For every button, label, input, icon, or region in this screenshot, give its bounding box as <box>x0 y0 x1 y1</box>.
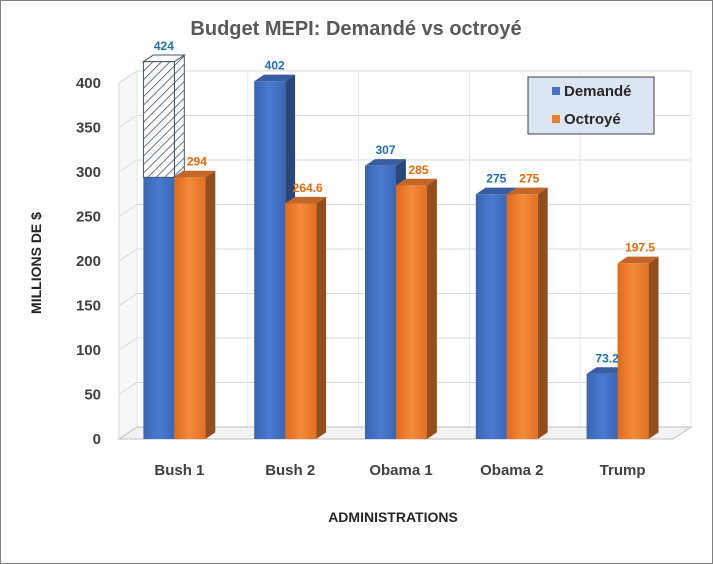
bar-demande-1-front <box>254 81 286 439</box>
bar-octroye-0-side <box>205 170 216 440</box>
bar-demande-2-top <box>365 159 406 166</box>
bar-octroye-4-side <box>648 256 659 439</box>
bar-octroye-1-front <box>285 203 317 439</box>
bar-demande-3-front <box>475 194 507 439</box>
legend-swatch-demande <box>552 87 560 95</box>
x-tick-label: Trump <box>600 462 646 479</box>
data-label-demande-2: 307 <box>375 143 395 157</box>
x-tick-label: Bush 1 <box>154 462 204 479</box>
legend-box <box>527 76 655 135</box>
bar-octroye-0-front <box>174 177 206 439</box>
bar-octroye-1-top <box>285 196 327 204</box>
data-label-demande-3: 275 <box>486 172 506 186</box>
bar-demande-1-top <box>254 74 296 82</box>
bar-octroye-3-top <box>506 187 548 195</box>
bar-octroye-3-front <box>506 194 538 439</box>
legend-swatch-octroye <box>552 115 560 123</box>
y-tick-label: 250 <box>76 209 101 226</box>
bar-demande-2-front <box>365 165 396 439</box>
bars <box>141 54 659 440</box>
data-label-demande-4: 73.2 <box>595 351 619 365</box>
legend-label-octroye: Octroyé <box>564 111 621 128</box>
y-tick-label: 400 <box>76 75 101 92</box>
bar-demande-overflow-0 <box>141 54 186 179</box>
x-axis-label: ADMINISTRATIONS <box>328 509 458 525</box>
bar-octroye-0 <box>174 170 216 440</box>
x-axis-ticks: Bush 1 Bush 2 Obama 1 Obama 2 Trump <box>154 462 645 479</box>
x-tick-label: Obama 2 <box>480 462 543 479</box>
legend: Demandé Octroyé <box>527 76 655 135</box>
bar-demande-4-top <box>586 367 628 374</box>
bar-octroye-2-top <box>396 178 437 186</box>
y-tick-label: 200 <box>76 253 101 270</box>
bar-octroye-1 <box>285 196 327 439</box>
bar-octroye-4-front <box>617 263 649 439</box>
y-tick-label: 300 <box>76 164 101 181</box>
bar-octroye-4 <box>617 256 659 439</box>
data-label-octroye-4: 197.5 <box>625 241 655 255</box>
bar-octroye-4-top <box>617 256 659 264</box>
bar-demande-overflow-side-0 <box>173 54 185 179</box>
chart-title: Budget MEPI: Demandé vs octroyé <box>190 18 521 40</box>
bar-demande-3-top <box>475 187 517 195</box>
bar-octroye-3-side <box>537 187 548 439</box>
data-label-demande-1: 402 <box>265 59 285 73</box>
data-label-octroye-0: 294 <box>187 155 207 169</box>
bar-octroye-2-side <box>427 178 437 439</box>
bar-demande-4-front <box>586 373 618 439</box>
bar-octroye-1-side <box>316 196 327 439</box>
legend-label-demande: Demandé <box>564 83 632 100</box>
x-tick-label: Obama 1 <box>369 462 432 479</box>
y-tick-label: 50 <box>84 387 101 404</box>
y-tick-label: 350 <box>76 120 101 137</box>
bar-octroye-2 <box>396 178 437 439</box>
x-tick-label: Bush 2 <box>265 462 315 479</box>
data-label-octroye-2: 285 <box>408 163 428 177</box>
y-tick-label: 0 <box>93 431 101 448</box>
data-label-octroye-3: 275 <box>519 172 539 186</box>
data-labels: 424 294 402 264.6 307 285 275 275 73.2 197.5 <box>154 39 656 365</box>
data-label-demande-0: 424 <box>154 39 174 53</box>
y-axis-label: MILLIONS DE $ <box>28 212 44 314</box>
bar-octroye-0-top <box>174 170 216 178</box>
y-tick-label: 100 <box>76 342 101 359</box>
bar-demande-overflow-front-0 <box>142 61 175 178</box>
bar-demande-0-front <box>143 177 175 439</box>
data-label-octroye-1: 264.6 <box>293 181 323 195</box>
bar-octroye-2-front <box>396 185 427 439</box>
bar-octroye-3 <box>506 187 548 439</box>
y-axis-ticks: 0 50 100 150 200 250 300 350 400 <box>76 75 101 448</box>
y-tick-label: 150 <box>76 298 101 315</box>
gridlines <box>118 70 692 440</box>
